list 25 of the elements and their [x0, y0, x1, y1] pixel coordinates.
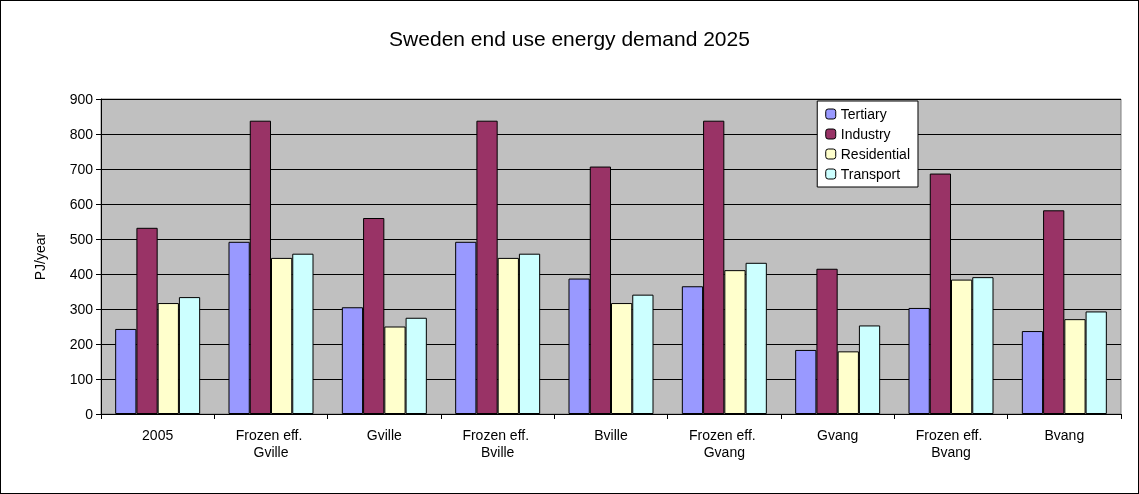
x-tick-label: Frozen eff. Gville	[235, 426, 307, 460]
legend-label: Industry	[840, 126, 891, 142]
y-tick-label: 900	[69, 91, 94, 107]
x-tick-label: Frozen eff. Bville	[462, 426, 533, 460]
y-tick-label: 300	[69, 301, 94, 317]
legend-label: Residential	[840, 146, 910, 162]
legend-label: Tertiary	[840, 106, 887, 122]
x-tick-label: Bville	[594, 426, 628, 443]
x-tick-label: Frozen eff. Gvang	[689, 426, 760, 460]
x-tick-label: Gville	[366, 426, 403, 443]
y-tick-label: 600	[69, 196, 94, 212]
y-tick-label: 700	[69, 161, 94, 177]
y-tick-label: 200	[69, 336, 94, 352]
y-axis-title: PJ/year	[32, 232, 48, 281]
legend-label: Transport	[840, 166, 901, 182]
chart-title: Sweden end use energy demand 2025	[389, 27, 750, 50]
y-tick-label: 0	[85, 406, 94, 422]
x-tick-label: Bvang	[1044, 426, 1085, 443]
x-tick-label: 2005	[142, 426, 174, 443]
y-tick-label: 400	[69, 266, 94, 282]
x-tick-label: Frozen eff. Bvang	[915, 426, 987, 460]
x-tick-label: Gvang	[817, 426, 859, 443]
y-tick-label: 800	[69, 126, 94, 142]
y-tick-label: 100	[69, 371, 94, 387]
y-tick-label: 500	[69, 231, 94, 247]
